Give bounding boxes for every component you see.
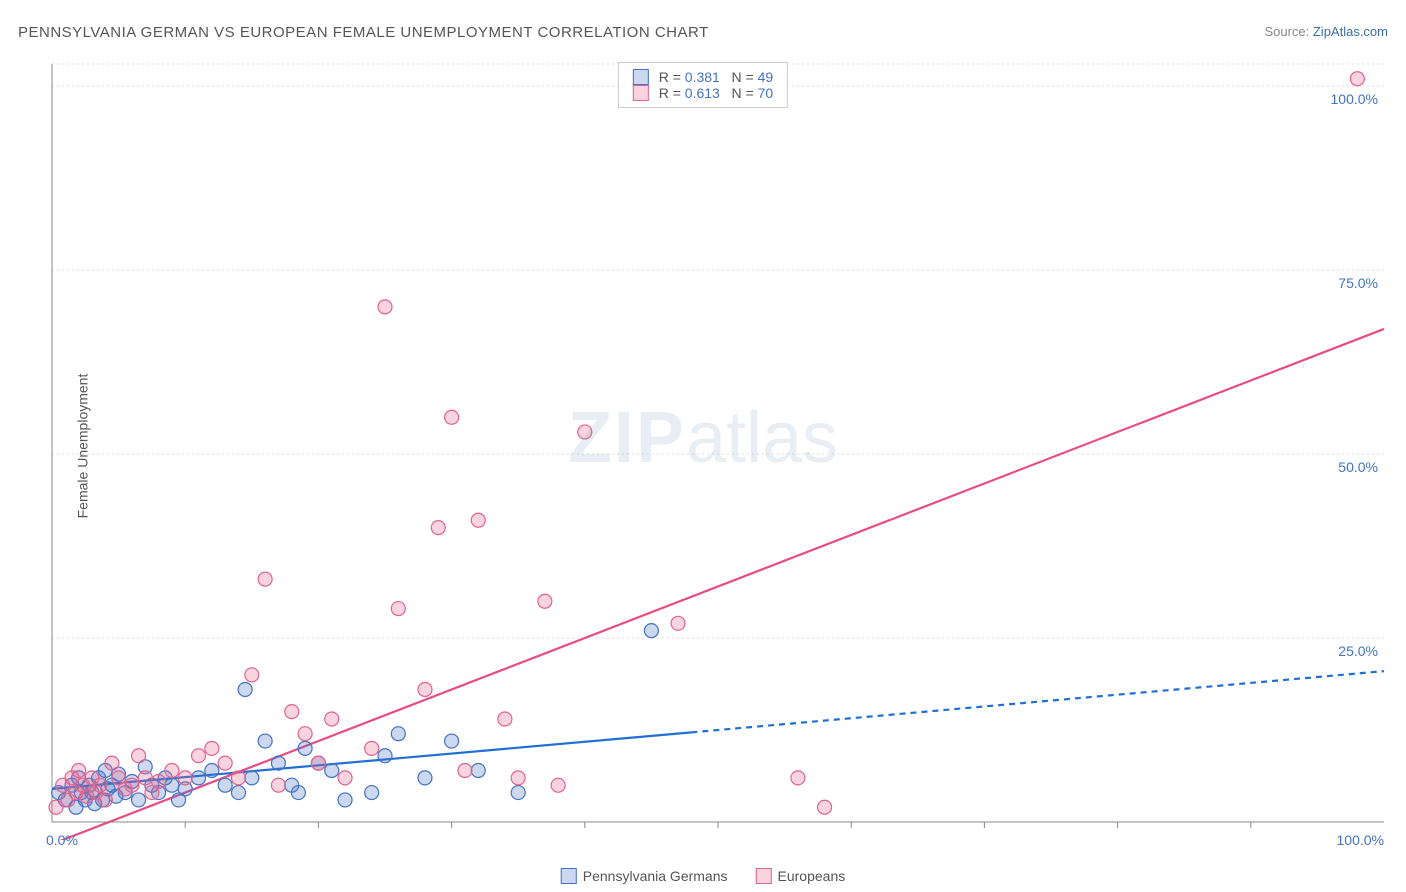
- svg-text:100.0%: 100.0%: [1331, 91, 1378, 107]
- legend-label: Europeans: [778, 868, 846, 884]
- series-legend: Pennsylvania Germans Europeans: [561, 868, 845, 884]
- chart-title: PENNSYLVANIA GERMAN VS EUROPEAN FEMALE U…: [18, 24, 709, 41]
- legend-swatch: [633, 85, 649, 101]
- x-axis-origin-label: 0.0%: [46, 832, 78, 848]
- stats-legend: R = 0.381 N = 49 R = 0.613 N = 70: [618, 62, 788, 108]
- source-label: Source:: [1264, 24, 1312, 39]
- legend-swatch: [561, 868, 577, 884]
- stats-legend-row: R = 0.381 N = 49: [633, 69, 773, 85]
- x-axis-max-label: 100.0%: [1337, 832, 1384, 848]
- legend-swatch: [633, 69, 649, 85]
- scatter-chart: 25.0% 50.0% 75.0% 100.0%: [48, 60, 1388, 840]
- legend-label: Pennsylvania Germans: [583, 868, 728, 884]
- svg-text:75.0%: 75.0%: [1338, 275, 1378, 291]
- legend-item: Europeans: [756, 868, 846, 884]
- stats-text: R = 0.381 N = 49: [655, 69, 773, 85]
- legend-swatch: [756, 868, 772, 884]
- svg-text:50.0%: 50.0%: [1338, 459, 1378, 475]
- source-attribution: Source: ZipAtlas.com: [1264, 24, 1388, 39]
- source-link[interactable]: ZipAtlas.com: [1313, 24, 1388, 39]
- legend-item: Pennsylvania Germans: [561, 868, 728, 884]
- stats-text: R = 0.613 N = 70: [655, 85, 773, 101]
- chart-area: 25.0% 50.0% 75.0% 100.0%: [48, 60, 1388, 840]
- svg-text:25.0%: 25.0%: [1338, 643, 1378, 659]
- stats-legend-row: R = 0.613 N = 70: [633, 85, 773, 101]
